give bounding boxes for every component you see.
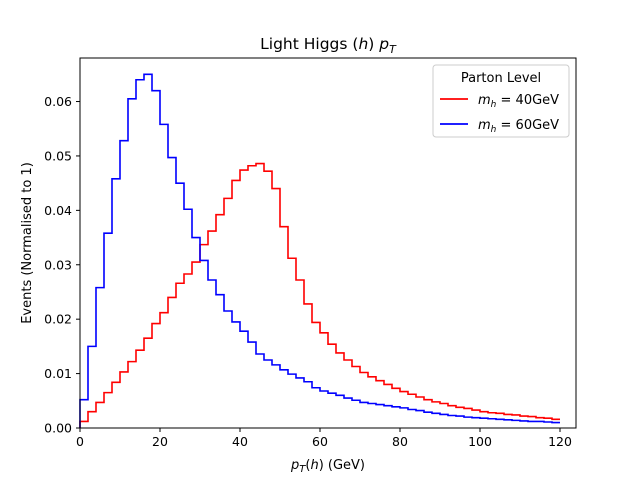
series-layer: [79, 73, 560, 428]
legend-entry-60gev: mh = 60GeV: [478, 118, 559, 135]
y-tick-label: 0.02: [44, 312, 72, 327]
y-tick-label: 0.05: [44, 148, 72, 163]
legend: Parton Level mh = 40GeV mh = 60GeV: [432, 64, 570, 138]
y-tick-label: 0.04: [44, 203, 72, 218]
y-tick-label: 0.06: [44, 94, 72, 109]
y-axis: 0.00 0.01 0.02 0.03 0.04 0.05 0.06: [44, 94, 80, 436]
chart-title: Light Higgs (h) pT: [260, 35, 397, 56]
legend-entry-40gev: mh = 40GeV: [478, 93, 559, 110]
legend-box: [432, 64, 570, 138]
legend-title: Parton Level: [461, 71, 541, 86]
x-tick-label: 20: [152, 434, 168, 449]
x-tick-label: 0: [76, 434, 84, 449]
x-axis-label: pT(h) (GeV): [290, 458, 365, 475]
x-tick-label: 80: [392, 434, 408, 449]
x-tick-label: 120: [548, 434, 572, 449]
x-axis: 0 20 40 60 80 100 120: [76, 428, 572, 449]
y-tick-label: 0.01: [44, 366, 72, 381]
x-tick-label: 40: [232, 434, 248, 449]
x-tick-label: 60: [312, 434, 328, 449]
y-tick-label: 0.03: [44, 257, 72, 272]
series-line-60gev: [79, 73, 560, 428]
y-axis-label: Events (Normalised to 1): [20, 162, 35, 324]
axes-frame: [79, 57, 577, 429]
x-tick-label: 100: [468, 434, 492, 449]
series-line-40gev: [79, 162, 560, 428]
y-tick-label: 0.00: [44, 421, 72, 436]
